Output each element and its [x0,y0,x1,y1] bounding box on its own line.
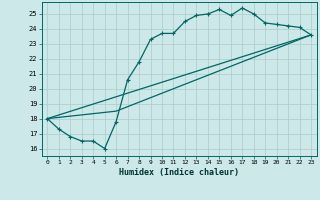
X-axis label: Humidex (Indice chaleur): Humidex (Indice chaleur) [119,168,239,177]
